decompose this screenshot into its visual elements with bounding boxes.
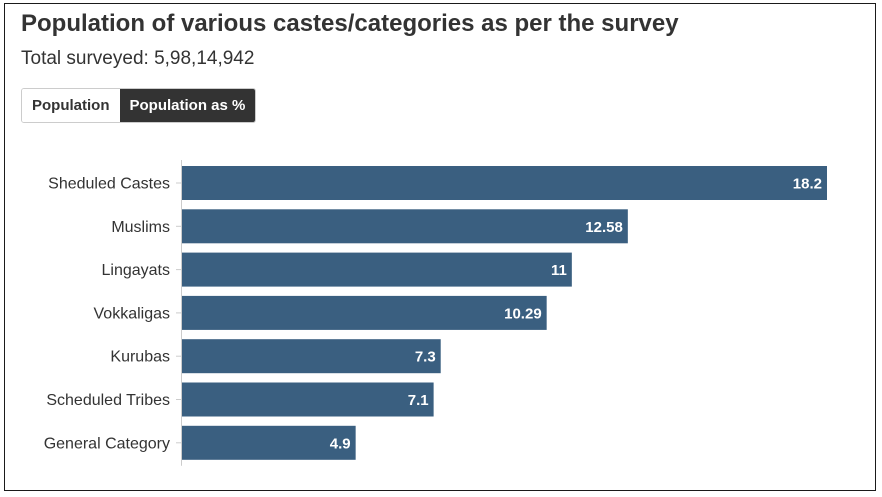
category-label: Scheduled Tribes xyxy=(46,392,170,409)
category-label: Vokkaligas xyxy=(94,305,171,322)
bar[interactable] xyxy=(182,209,628,244)
bar[interactable] xyxy=(182,339,441,374)
bar-value-label: 12.58 xyxy=(585,219,623,236)
bar-value-label: 11 xyxy=(551,262,567,279)
category-label: Lingayats xyxy=(102,262,171,279)
bar-value-label: 18.2 xyxy=(793,176,822,193)
chart-title: Population of various castes/categories … xyxy=(21,10,679,37)
toggle-population-button[interactable]: Population xyxy=(22,89,120,122)
bar-value-label: 4.9 xyxy=(330,435,351,452)
bar[interactable] xyxy=(182,166,827,200)
bar[interactable] xyxy=(182,425,356,460)
chart-subtitle: Total surveyed: 5,98,14,942 xyxy=(21,48,255,69)
view-toggle: Population Population as % xyxy=(21,88,257,123)
bars-layer: Sheduled Castes 18.2 Muslims 12.58 Lingayats… xyxy=(44,160,827,466)
toggle-population-percent-button[interactable]: Population as % xyxy=(119,89,256,122)
category-label: General Category xyxy=(44,435,170,452)
category-label: Sheduled Castes xyxy=(48,176,170,193)
bar[interactable] xyxy=(182,252,572,287)
bar-value-label: 7.1 xyxy=(408,392,429,409)
bar-value-label: 7.3 xyxy=(415,349,436,366)
chart-frame xyxy=(4,3,876,491)
bar[interactable] xyxy=(182,295,547,330)
bar[interactable] xyxy=(182,382,434,417)
bar-value-label: 10.29 xyxy=(504,305,542,322)
category-label: Kurubas xyxy=(110,349,170,366)
category-label: Muslims xyxy=(111,219,170,236)
